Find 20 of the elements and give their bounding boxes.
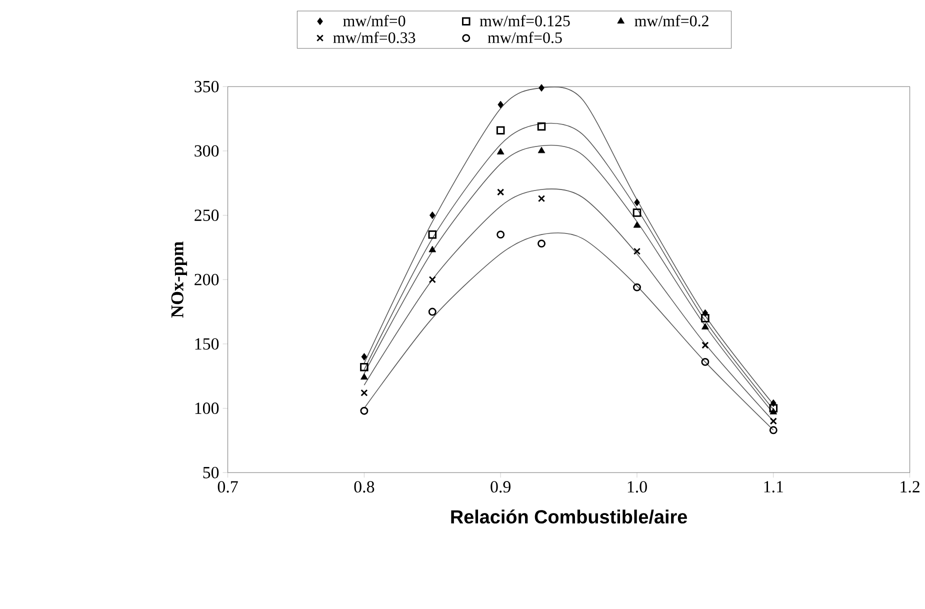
- y-tick-label: 300: [194, 145, 219, 157]
- x-tick-label: 1.0: [628, 481, 647, 493]
- y-tick-label: 100: [195, 402, 219, 414]
- y-tick-label: 350: [194, 80, 219, 92]
- legend-label: mw/mf=0.5: [488, 32, 562, 44]
- y-tick-label: 150: [195, 338, 219, 350]
- y-axis-title: NOx-ppm: [171, 242, 188, 318]
- legend-label: mw/mf=0.125: [480, 15, 570, 26]
- x-tick-label: 0.7: [218, 481, 238, 493]
- y-tick-label: 250: [194, 210, 219, 221]
- y-tick-label: 200: [194, 274, 219, 286]
- legend-label: mw/mf=0.33: [333, 32, 416, 44]
- x-tick-label: 0.8: [354, 481, 374, 493]
- x-tick-label: 0.9: [490, 481, 510, 493]
- legend-label: mw/mf=0: [343, 15, 406, 26]
- x-tick-label: 1.2: [900, 481, 920, 493]
- y-tick-label: 50: [203, 466, 219, 478]
- x-axis-title: Relación Combustible/aire: [451, 509, 687, 524]
- x-tick-label: 1.1: [764, 481, 783, 493]
- legend-label: mw/mf=0.2: [634, 15, 708, 26]
